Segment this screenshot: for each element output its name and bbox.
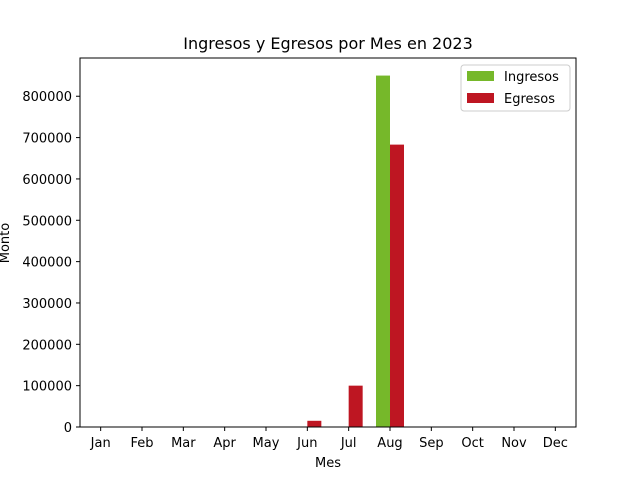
y-tick-label: 0 (64, 421, 72, 436)
x-tick-label: Aug (377, 436, 402, 451)
y-tick-label: 700000 (22, 132, 72, 147)
legend: Ingresos Egresos (460, 64, 571, 112)
y-tick-label: 100000 (22, 380, 72, 395)
bar-egresos-jul (348, 385, 363, 427)
y-tick-label: 500000 (22, 214, 72, 229)
x-tick-label: Dec (543, 436, 568, 451)
x-tick-label: Apr (213, 436, 236, 451)
x-tick-label: Jan (90, 436, 111, 451)
x-tick-label: Sep (419, 436, 444, 451)
y-axis-label: Monto (0, 223, 13, 264)
x-tick-label: Mar (171, 436, 196, 451)
bar-egresos-aug (390, 144, 404, 427)
y-ticks: 0 100000 200000 300000 400000 500000 600000 700… (22, 90, 80, 436)
y-tick-label: 400000 (22, 256, 72, 271)
x-ticks: Jan Feb Mar Apr May Jun Jul Aug Sep Oct Nov Dec (90, 427, 568, 451)
plot-frame (79, 57, 577, 428)
x-tick-label: May (253, 436, 280, 451)
bars (307, 75, 404, 428)
x-tick-label: Nov (501, 436, 527, 451)
legend-label-egresos: Egresos (504, 92, 555, 107)
x-tick-label: Jul (340, 436, 357, 451)
chart-title: Ingresos y Egresos por Mes en 2023 (183, 34, 473, 53)
legend-swatch-egresos (467, 93, 494, 103)
y-tick-label: 800000 (22, 90, 72, 105)
legend-label-ingresos: Ingresos (504, 70, 559, 85)
x-tick-label: Feb (130, 436, 153, 451)
axes (79, 57, 577, 428)
x-tick-label: Oct (461, 436, 483, 451)
y-tick-label: 300000 (22, 297, 72, 312)
y-tick-label: 600000 (22, 173, 72, 188)
bar-ingresos-aug (376, 75, 390, 428)
x-tick-label: Jun (296, 436, 317, 451)
x-axis-label: Mes (315, 456, 341, 471)
y-tick-label: 200000 (22, 338, 72, 353)
bar-egresos-jun (307, 420, 322, 427)
legend-swatch-ingresos (467, 71, 494, 81)
